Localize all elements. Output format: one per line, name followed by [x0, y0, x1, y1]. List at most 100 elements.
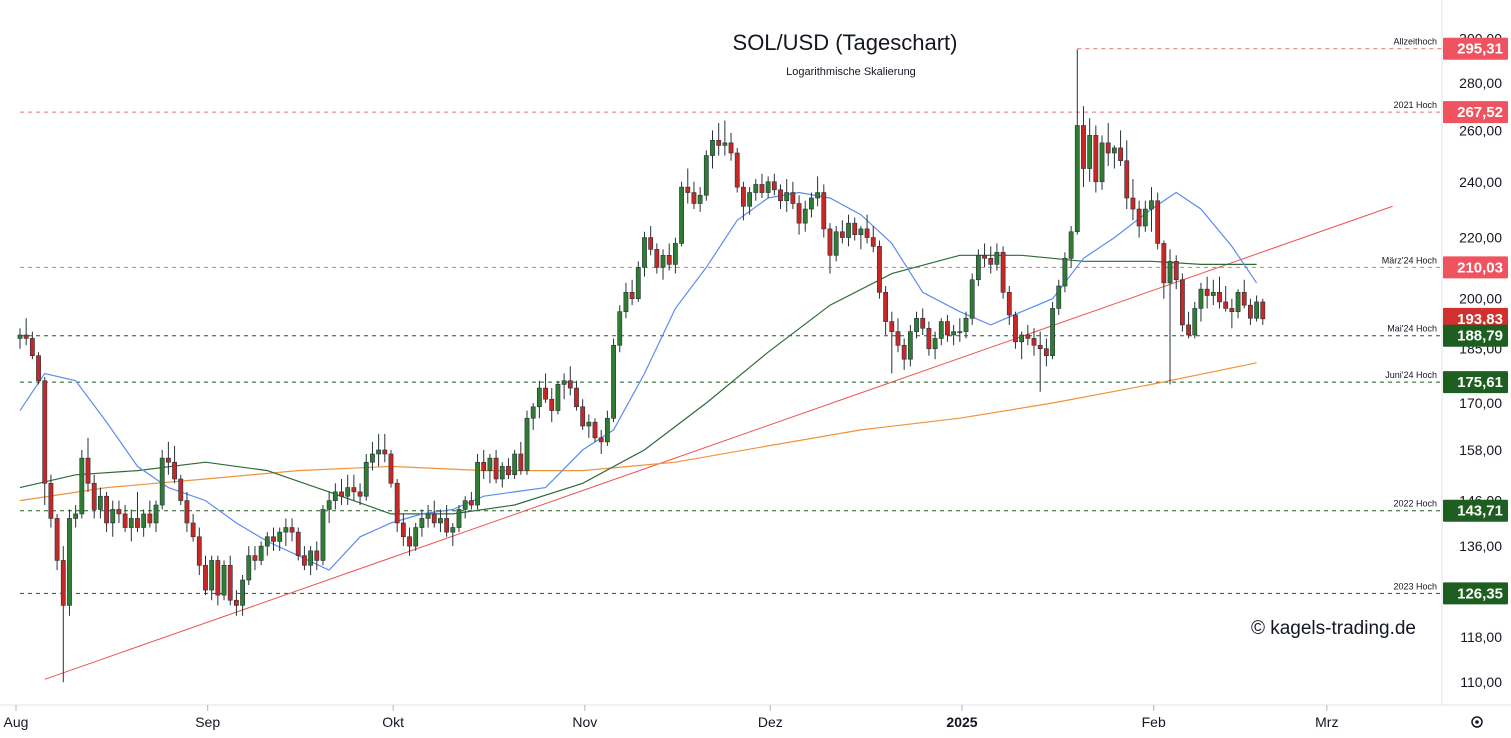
candle-body — [945, 321, 950, 336]
candle-body — [141, 513, 147, 528]
candle-body — [308, 550, 314, 566]
candle — [487, 454, 493, 484]
candle — [240, 575, 245, 616]
candle-body — [388, 453, 394, 484]
candle-body — [203, 564, 208, 591]
candle — [104, 491, 109, 533]
y-tick-label: 240,00 — [1459, 174, 1502, 190]
candle — [203, 555, 208, 596]
candle — [598, 429, 604, 455]
candle — [468, 491, 474, 510]
price-badge-label: 193,83 — [1457, 311, 1503, 328]
candle-body — [747, 192, 752, 207]
candle-body — [1248, 304, 1253, 319]
candle — [1149, 187, 1154, 232]
candle-body — [1043, 348, 1049, 357]
candle-body — [648, 237, 654, 250]
price-badge-label: 267,52 — [1457, 104, 1503, 121]
candle-body — [135, 518, 140, 528]
candle — [462, 496, 468, 519]
candle-body — [1217, 292, 1222, 303]
candle-body — [419, 518, 425, 528]
candle-body — [246, 555, 252, 581]
candle-body — [456, 509, 462, 528]
candle — [184, 491, 190, 533]
candle-body — [431, 513, 437, 524]
candle — [135, 491, 140, 533]
x-tick-label: 2025 — [946, 714, 977, 730]
candle — [314, 541, 320, 571]
candle-body — [240, 579, 245, 606]
candle — [450, 522, 456, 547]
candle — [1210, 279, 1216, 306]
candle — [1223, 286, 1229, 312]
candle — [518, 441, 524, 475]
candle-body — [345, 487, 351, 497]
candle — [753, 179, 759, 201]
candle-body — [710, 140, 715, 156]
candle — [691, 181, 697, 210]
candle-body — [685, 186, 691, 193]
candle-body — [549, 398, 555, 411]
candle-body — [660, 255, 666, 268]
candle — [172, 445, 177, 484]
price-badge-label: 210,03 — [1457, 259, 1503, 276]
candle — [357, 483, 363, 506]
candle — [963, 311, 969, 339]
candle — [388, 449, 394, 488]
price-badge: 188,79 — [1443, 324, 1508, 347]
candle-body — [1006, 292, 1012, 316]
candle-body — [561, 380, 567, 385]
gear-icon[interactable] — [1471, 716, 1483, 728]
candle-body — [413, 527, 419, 547]
candle-body — [753, 184, 759, 193]
candle-body — [1074, 125, 1080, 233]
candle — [122, 505, 128, 533]
y-tick-label: 110,00 — [1460, 674, 1502, 690]
candle — [864, 214, 870, 244]
candle-body — [277, 531, 283, 542]
candle — [1124, 140, 1130, 210]
candle — [363, 454, 369, 501]
candle — [60, 546, 66, 683]
candle — [642, 231, 647, 277]
candle — [178, 474, 184, 506]
candle-body — [691, 192, 697, 204]
candle-body — [283, 527, 289, 533]
candle-body — [468, 500, 474, 506]
x-tick-label: Sep — [195, 714, 220, 730]
candle — [1074, 49, 1080, 235]
candle — [36, 352, 41, 385]
price-badge-label: 143,71 — [1457, 503, 1503, 520]
candle — [710, 130, 715, 169]
candle — [1235, 289, 1241, 319]
candle-body — [938, 321, 944, 339]
candle-body — [654, 249, 660, 268]
candle-body — [963, 317, 969, 332]
candle-body — [444, 518, 450, 533]
candle — [679, 181, 684, 247]
candle — [29, 331, 35, 360]
candle — [895, 318, 901, 353]
candle-body — [295, 531, 301, 556]
candle-body — [289, 527, 295, 533]
candle-body — [178, 478, 184, 501]
candle — [629, 279, 635, 306]
candle — [85, 437, 91, 492]
candle — [759, 173, 765, 198]
candle — [1192, 301, 1198, 339]
candle — [1081, 106, 1086, 188]
candle-body — [1099, 142, 1105, 183]
candle-body — [116, 509, 122, 515]
candle-body — [1142, 208, 1148, 227]
candle-body — [54, 518, 60, 561]
candle — [1031, 328, 1037, 356]
candle-body — [821, 192, 827, 230]
candle-body — [1056, 285, 1062, 309]
candle-body — [1105, 142, 1111, 154]
candle-body — [425, 513, 431, 519]
candle — [431, 500, 437, 528]
candle-body — [759, 184, 765, 193]
